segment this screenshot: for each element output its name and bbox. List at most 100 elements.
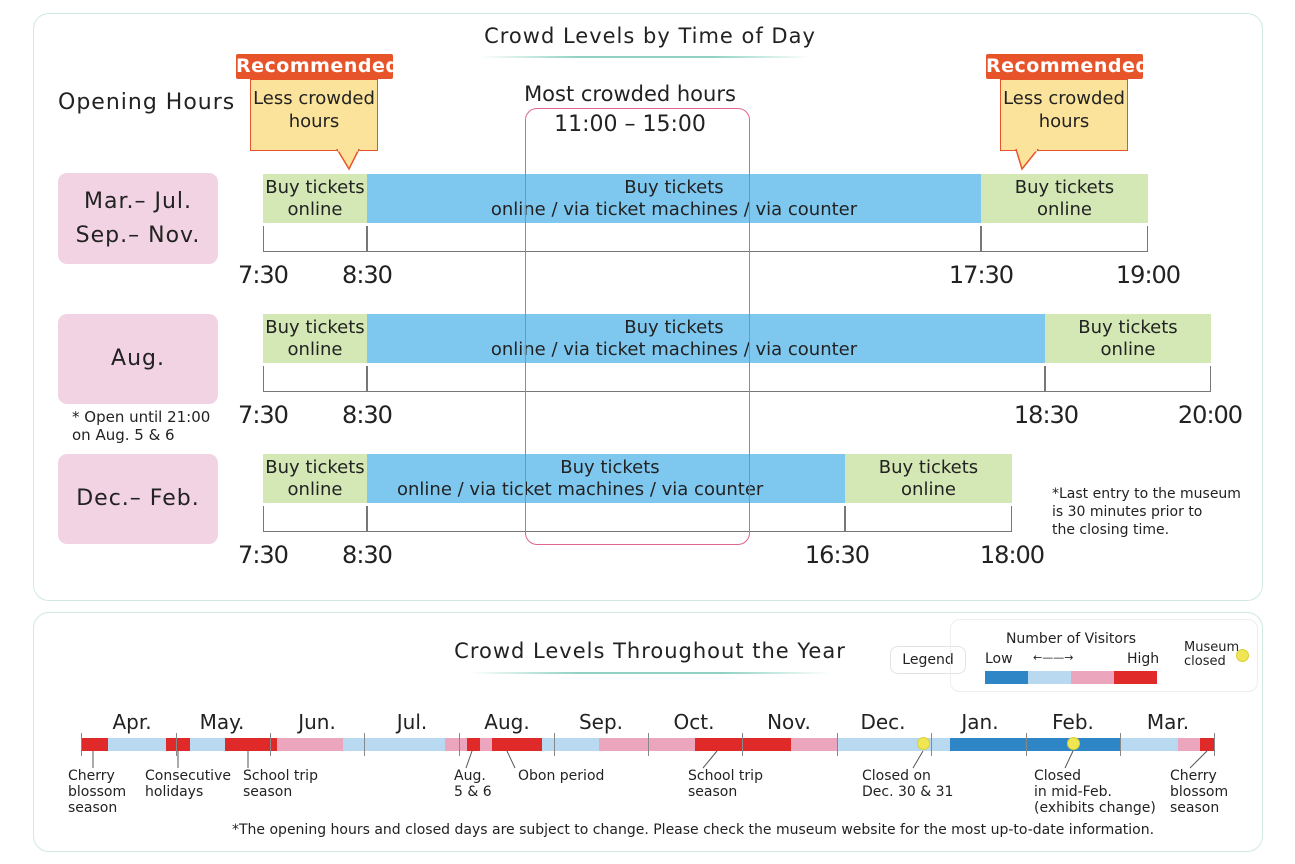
month-label: Dec. [860, 710, 906, 734]
recommended-tag-evening: Recommended [986, 54, 1150, 79]
closed-dot-icon [1067, 737, 1080, 750]
month-label: May. [199, 710, 245, 734]
time-label: 17:30 [948, 261, 1014, 289]
time-label: 19:00 [1115, 261, 1181, 289]
legend-swatch-mid [1071, 671, 1114, 684]
month-label: Jan. [961, 710, 999, 734]
callout-pointer-morning [336, 149, 360, 171]
less-crowded-evening: Less crowded hours [1000, 79, 1128, 151]
crowd-segment-mid [599, 738, 695, 751]
year-title: Crowd Levels Throughout the Year [454, 639, 846, 663]
all-channels-bar: Buy tickets online / via ticket machines… [367, 314, 1045, 363]
online-bar-evening: Buy tickets online [845, 454, 1012, 503]
month-divider [931, 733, 932, 756]
axis-tick [366, 366, 368, 392]
legend-low: Low [985, 651, 1013, 667]
legend-high: High [1127, 651, 1160, 667]
opening-hours-label: Opening Hours [58, 90, 236, 115]
month-label: Aug. [484, 710, 530, 734]
crowd-segment-mid [480, 738, 492, 751]
all-channels-line2: online / via ticket machines / via count… [397, 479, 764, 500]
month-label: Jun. [298, 710, 336, 734]
legend-swatch-lowest [985, 671, 1028, 684]
time-of-day-title: Crowd Levels by Time of Day [484, 24, 816, 48]
month-divider [1120, 733, 1121, 756]
legend-swatch-low [1028, 671, 1071, 684]
less-crowded-morning: Less crowded hours [250, 79, 378, 151]
month-divider [81, 733, 82, 756]
month-divider [176, 733, 177, 756]
month-label: Jul. [396, 710, 428, 734]
time-label: 20:00 [1177, 401, 1243, 429]
all-channels-line1: Buy tickets [624, 177, 724, 198]
month-divider [1214, 733, 1215, 756]
legend-scale [985, 671, 1157, 684]
year-panel [33, 612, 1263, 852]
title-underline [480, 56, 810, 58]
legend-title: Number of Visitors [1005, 631, 1137, 647]
most-crowded-time: 11:00 – 15:00 [554, 112, 706, 137]
crowd-segment-high [225, 738, 277, 751]
disclaimer: *The opening hours and closed days are s… [232, 822, 1155, 838]
month-divider [742, 733, 743, 756]
time-label: 7:30 [238, 401, 289, 429]
legend-swatch-high [1114, 671, 1157, 684]
season-aug: Aug. [58, 314, 218, 404]
crowd-segment-high [1200, 738, 1215, 751]
all-channels-line2: online / via ticket machines / via count… [490, 199, 858, 220]
note-consecutive-holidays: Consecutive holidays [145, 768, 231, 800]
time-label: 18:00 [979, 541, 1045, 569]
time-label: 8:30 [342, 261, 393, 289]
axis-tick [366, 506, 368, 532]
online-bar-morning: Buy tickets online [263, 454, 367, 503]
month-label: Feb. [1052, 710, 1094, 734]
crowd-segment-high [81, 738, 108, 751]
time-label: 7:30 [238, 541, 289, 569]
online-bar-evening: Buy tickets online [981, 174, 1148, 223]
note-closed-feb: Closed in mid-Feb. (exhibits change) [1034, 768, 1156, 816]
timeline-axis [263, 366, 1211, 392]
online-bar-evening: Buy tickets online [1045, 314, 1211, 363]
time-label: 7:30 [238, 261, 289, 289]
closed-dot-icon [1236, 649, 1249, 662]
month-divider [648, 733, 649, 756]
month-dividers [0, 733, 1295, 756]
month-divider [364, 733, 365, 756]
month-divider [270, 733, 271, 756]
online-bar-morning: Buy tickets online [263, 174, 367, 223]
online-bar-morning: Buy tickets online [263, 314, 367, 363]
time-label: 18:30 [1013, 401, 1079, 429]
axis-tick [980, 226, 982, 252]
timeline-axis [263, 506, 1012, 532]
title-underline [470, 672, 830, 674]
month-label: Mar. [1146, 710, 1190, 734]
museum-closed-label: Museum closed [1184, 640, 1240, 669]
most-crowded-outline [525, 108, 750, 545]
axis-tick [844, 506, 846, 532]
season-mar-nov: Mar.– Jul. Sep.– Nov. [58, 173, 218, 264]
month-label: Oct. [673, 710, 715, 734]
note-school-trip-spring: School trip season [243, 768, 318, 800]
aug-note: * Open until 21:00 on Aug. 5 & 6 [72, 408, 211, 444]
all-channels-line1: Buy tickets [624, 317, 724, 338]
most-crowded-title: Most crowded hours [524, 82, 736, 106]
all-channels-bar: Buy tickets online / via ticket machines… [367, 454, 845, 503]
month-label: Nov. [767, 710, 811, 734]
all-channels-line1: Buy tickets [560, 457, 660, 478]
note-cherry-blossom: Cherry blossom season [1170, 768, 1229, 816]
axis-tick [1044, 366, 1046, 392]
note-closed-dec: Closed on Dec. 30 & 31 [862, 768, 954, 800]
time-label: 8:30 [342, 401, 393, 429]
time-label: 16:30 [804, 541, 870, 569]
last-entry-note: *Last entry to the museum is 30 minutes … [1052, 486, 1241, 538]
timeline-axis [263, 226, 1148, 252]
crowd-segment-mid [1178, 738, 1200, 751]
month-label: Apr. [112, 710, 152, 734]
crowd-segment-mid [277, 738, 343, 751]
recommended-tag-morning: Recommended [236, 54, 400, 79]
month-divider [1026, 733, 1027, 756]
crowd-segment-mid [445, 738, 467, 751]
note-obon: Obon period [518, 768, 605, 784]
month-divider [459, 733, 460, 756]
